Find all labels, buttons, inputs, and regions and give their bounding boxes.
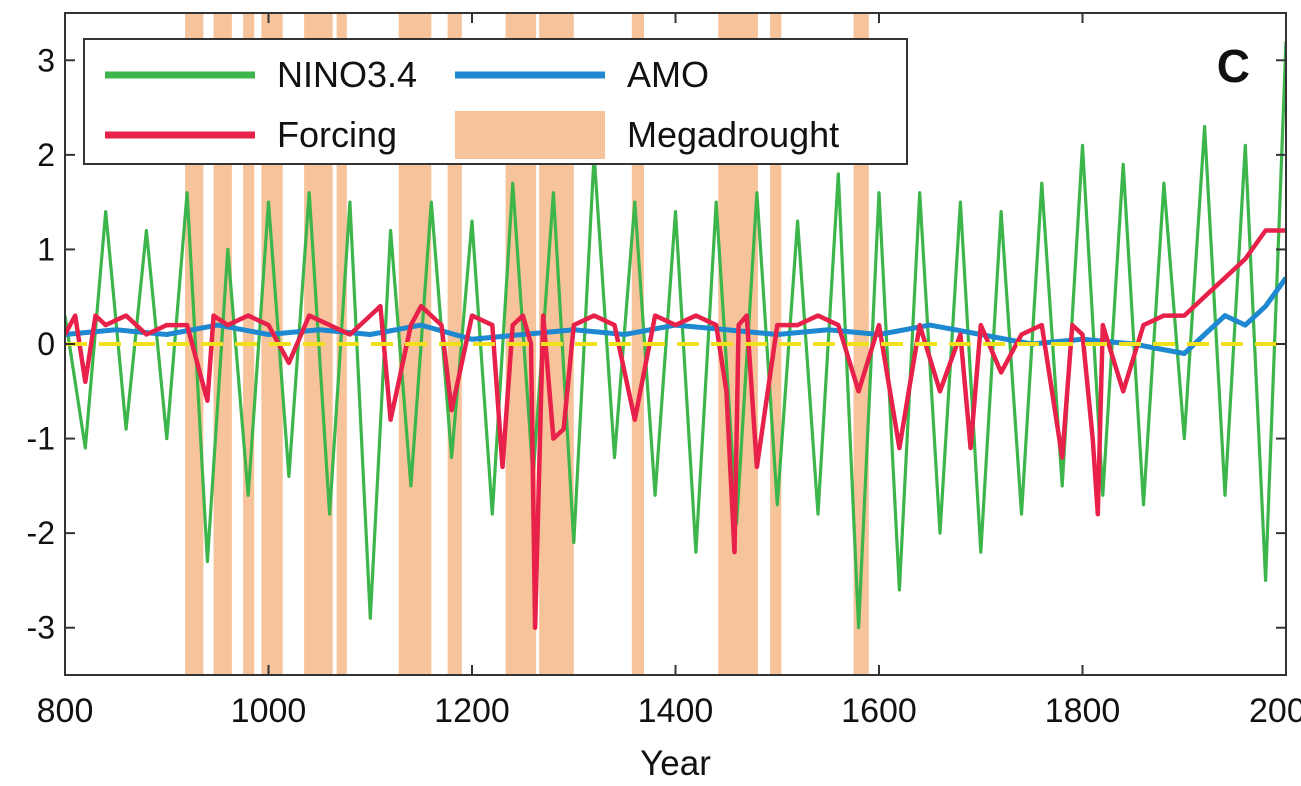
legend-swatch-megadrought xyxy=(455,111,605,159)
x-axis-label: Year xyxy=(640,744,711,781)
legend-label-amo: AMO xyxy=(627,54,709,95)
series-line-nino34 xyxy=(65,41,1286,630)
legend: NINO3.4 AMO Forcing Megadrought xyxy=(83,38,908,165)
megadrought-band-10 xyxy=(631,13,644,675)
series-line-forcing xyxy=(65,228,1286,630)
series-group xyxy=(65,41,1286,630)
legend-label-nino34: NINO3.4 xyxy=(277,54,417,95)
x-tick-label: 1200 xyxy=(434,692,510,730)
y-tick-label: 2 xyxy=(37,137,55,173)
y-tick-label: 3 xyxy=(37,42,55,78)
x-tick-label: 1600 xyxy=(841,692,917,730)
y-tick-label: -1 xyxy=(27,421,55,457)
y-tick-label: 0 xyxy=(37,326,55,362)
x-tick-label: 200 xyxy=(1249,692,1301,730)
x-tick-label: 800 xyxy=(37,692,94,730)
x-tick-label: 1000 xyxy=(231,692,307,730)
y-tick-label: -3 xyxy=(27,610,55,646)
legend-label-megadrought: Megadrought xyxy=(627,114,839,155)
x-tick-label: 1400 xyxy=(638,692,714,730)
x-tick-label: 1800 xyxy=(1045,692,1121,730)
y-tick-label: 1 xyxy=(37,231,55,267)
panel-label: C xyxy=(1217,40,1250,92)
legend-label-forcing: Forcing xyxy=(277,114,397,155)
y-tick-label: -2 xyxy=(27,515,55,551)
